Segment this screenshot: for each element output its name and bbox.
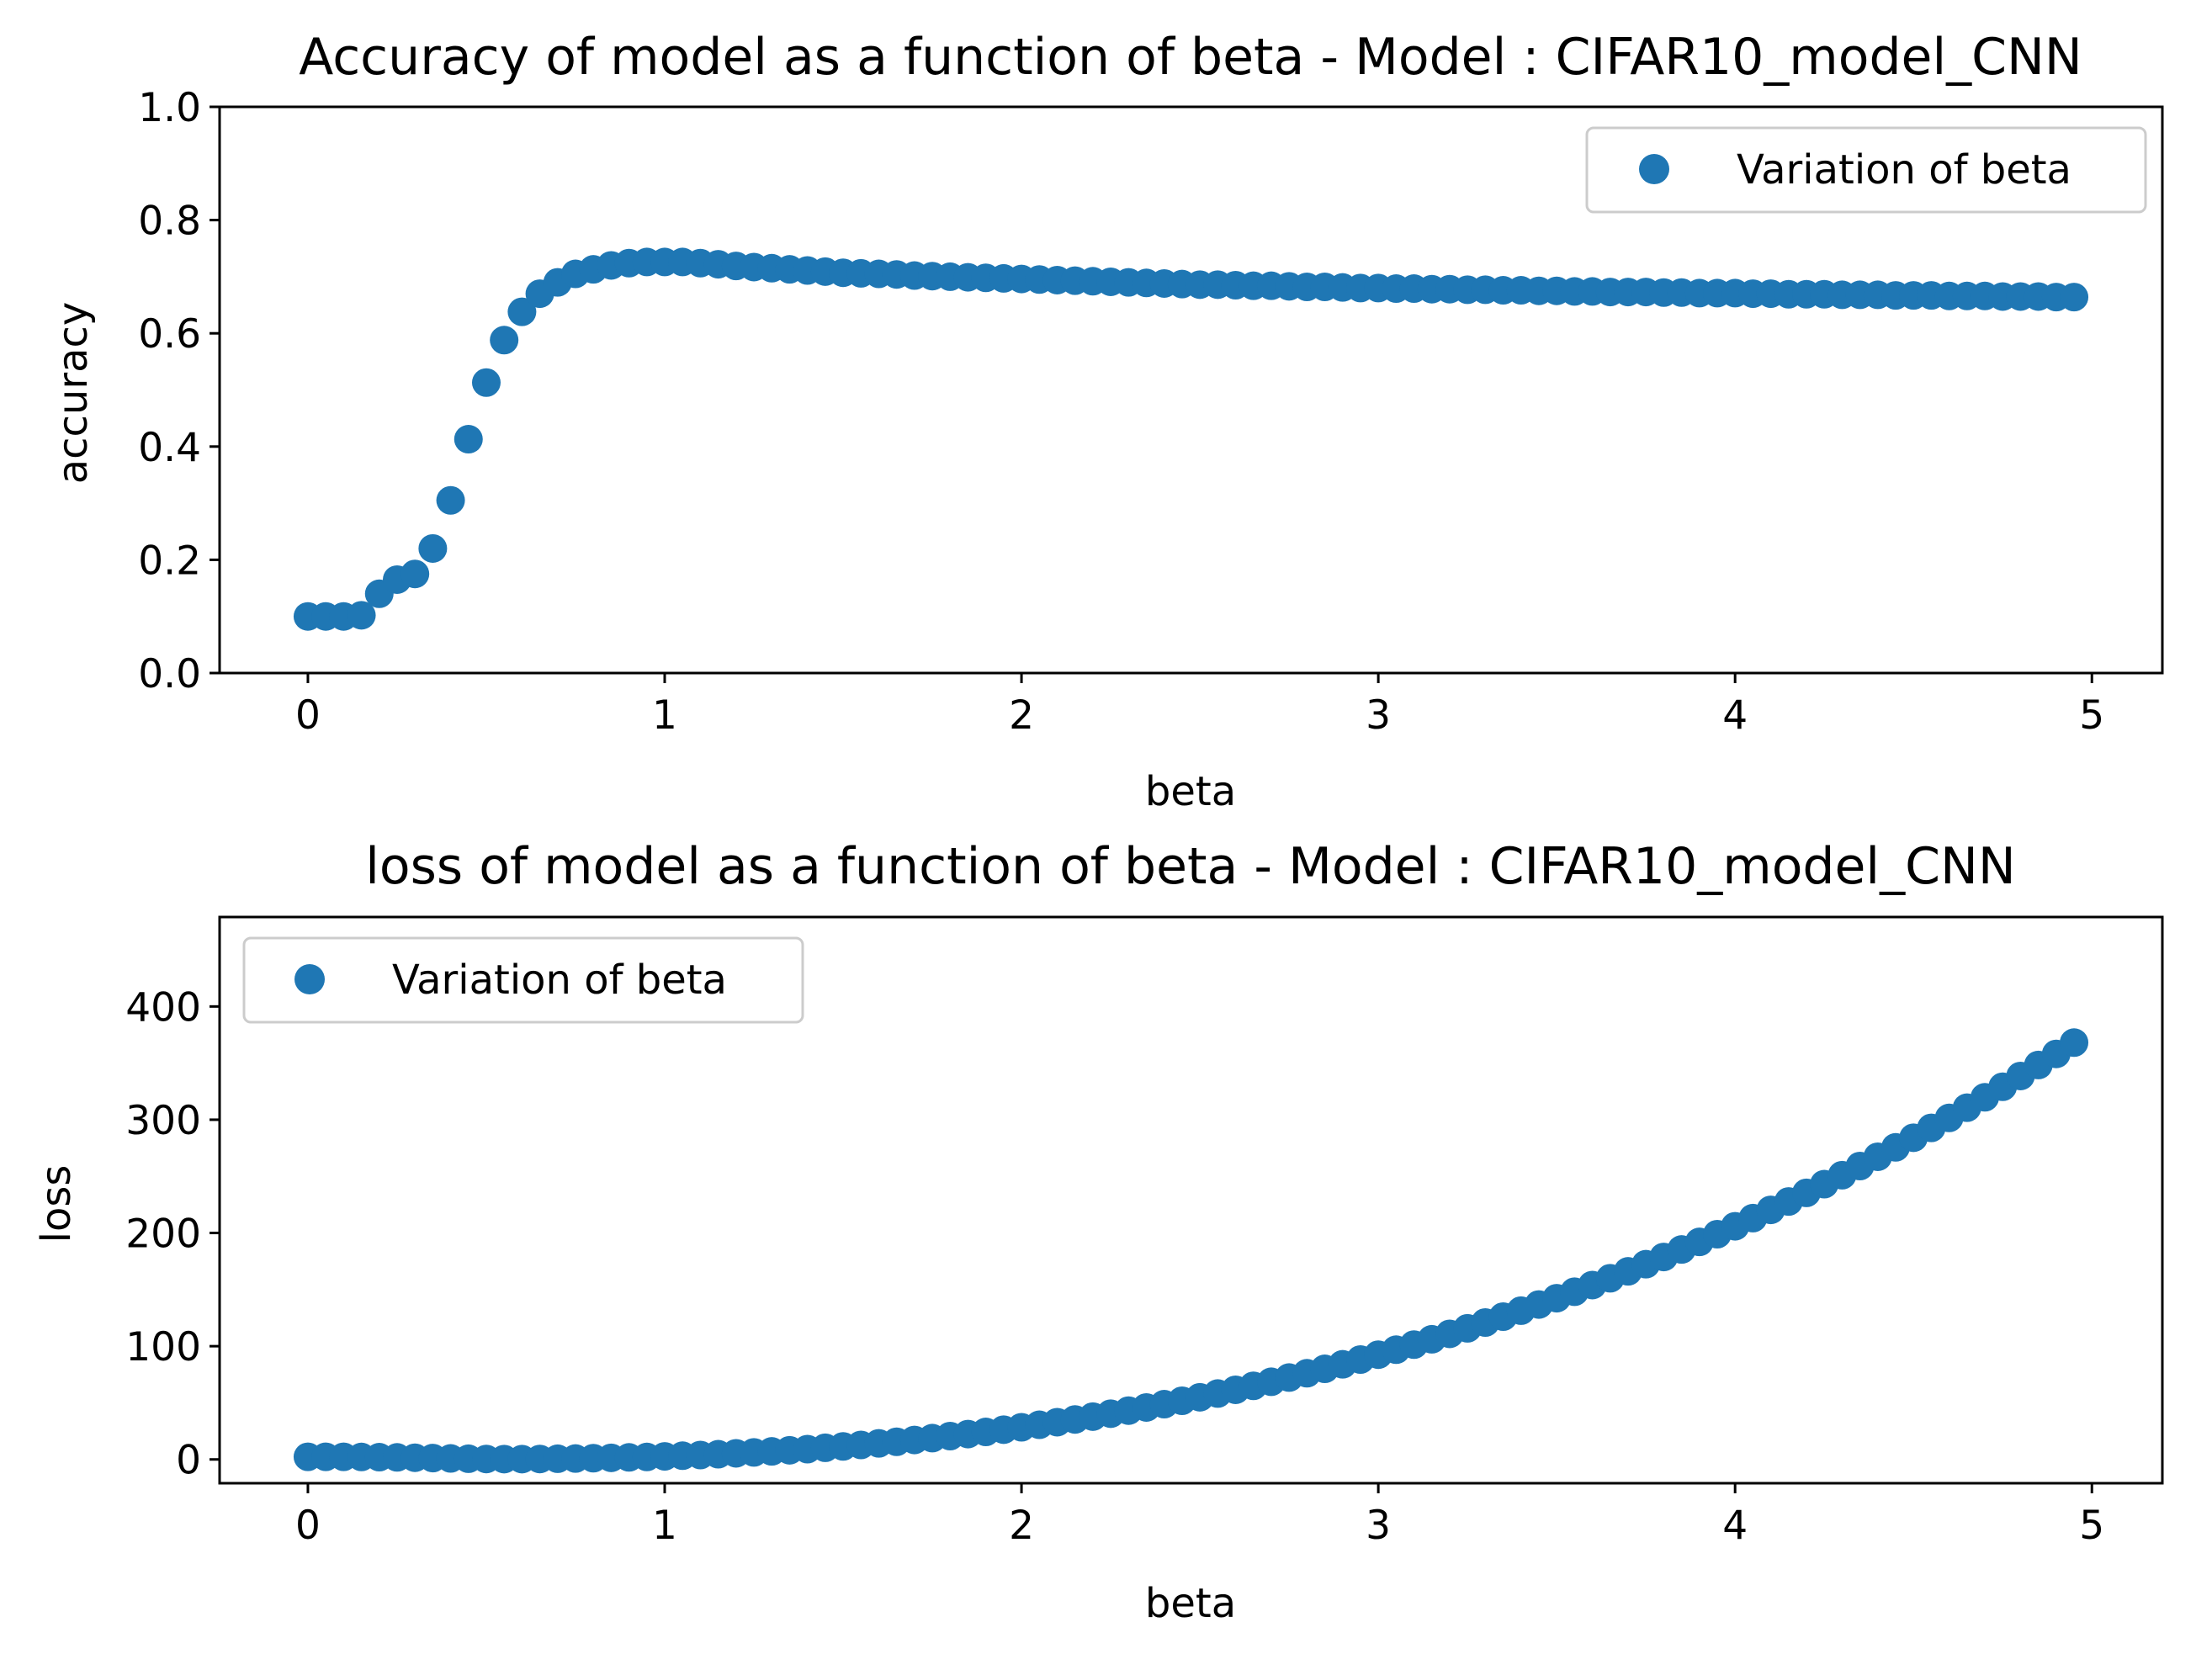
y-tick-label: 0.4 [138,425,201,471]
data-point [347,601,376,630]
legend-label: Variation of beta [392,957,727,1004]
y-tick-label: 0 [176,1438,201,1484]
x-tick-label: 0 [295,1503,321,1549]
loss-chart-y-ticks: 0 100 200 300 400 [125,984,220,1484]
x-tick-label: 2 [1009,1503,1034,1549]
accuracy-chart-y-ticks: 0.0 0.2 0.4 0.6 0.8 1.0 [138,85,220,697]
data-point [418,533,448,563]
legend-label: Variation of beta [1737,146,2071,193]
y-tick-label: 1.0 [138,85,201,131]
accuracy-chart-title: Accuracy of model as a function of beta … [299,28,2082,87]
x-tick-label: 3 [1366,1503,1391,1549]
data-point [2060,1028,2089,1058]
data-point [507,297,537,326]
x-tick-label: 4 [1722,1503,1748,1549]
y-tick-label: 400 [125,984,201,1031]
loss-chart-legend: Variation of beta [242,936,804,1024]
loss-chart-xlabel: beta [1145,1580,1236,1627]
data-point [490,326,519,355]
x-tick-label: 4 [1722,692,1748,739]
accuracy-chart-xlabel: beta [1145,768,1236,815]
x-tick-label: 3 [1366,692,1391,739]
y-tick-label: 0.8 [138,199,201,245]
y-tick-label: 0.6 [138,311,201,358]
loss-chart-x-ticks: 0 1 2 3 4 5 [295,1483,2104,1549]
x-tick-label: 0 [295,692,321,739]
x-tick-label: 2 [1009,692,1034,739]
accuracy-chart-frame [218,105,2164,675]
y-tick-label: 0.0 [138,651,201,697]
legend-box [242,936,804,1024]
accuracy-chart-x-ticks: 0 1 2 3 4 5 [295,673,2104,739]
loss-chart-title: loss of model as a function of beta - Mo… [365,837,2016,896]
y-tick-label: 0.2 [138,538,201,584]
loss-chart-points [293,1028,2089,1474]
data-point [2060,283,2089,312]
data-point [454,425,483,454]
legend-marker [294,964,325,994]
accuracy-chart: Accuracy of model as a function of beta … [50,28,2164,815]
loss-chart-ylabel: loss [33,1165,80,1243]
accuracy-chart-legend: Variation of beta [1585,126,2147,214]
y-tick-label: 300 [125,1098,201,1144]
x-tick-label: 5 [2079,1503,2104,1549]
y-tick-label: 100 [125,1324,201,1370]
loss-chart-frame [218,915,2164,1485]
y-tick-label: 200 [125,1211,201,1258]
x-tick-label: 1 [652,1503,677,1549]
accuracy-chart-points [293,247,2089,631]
legend-box [1585,126,2147,214]
data-point [400,559,430,589]
x-tick-label: 5 [2079,692,2104,739]
data-point [436,485,465,515]
accuracy-chart-ylabel: accuracy [50,302,97,485]
x-tick-label: 1 [652,692,677,739]
data-point [471,368,501,397]
legend-marker [1639,154,1669,184]
loss-chart: loss of model as a function of beta - Mo… [33,837,2164,1627]
